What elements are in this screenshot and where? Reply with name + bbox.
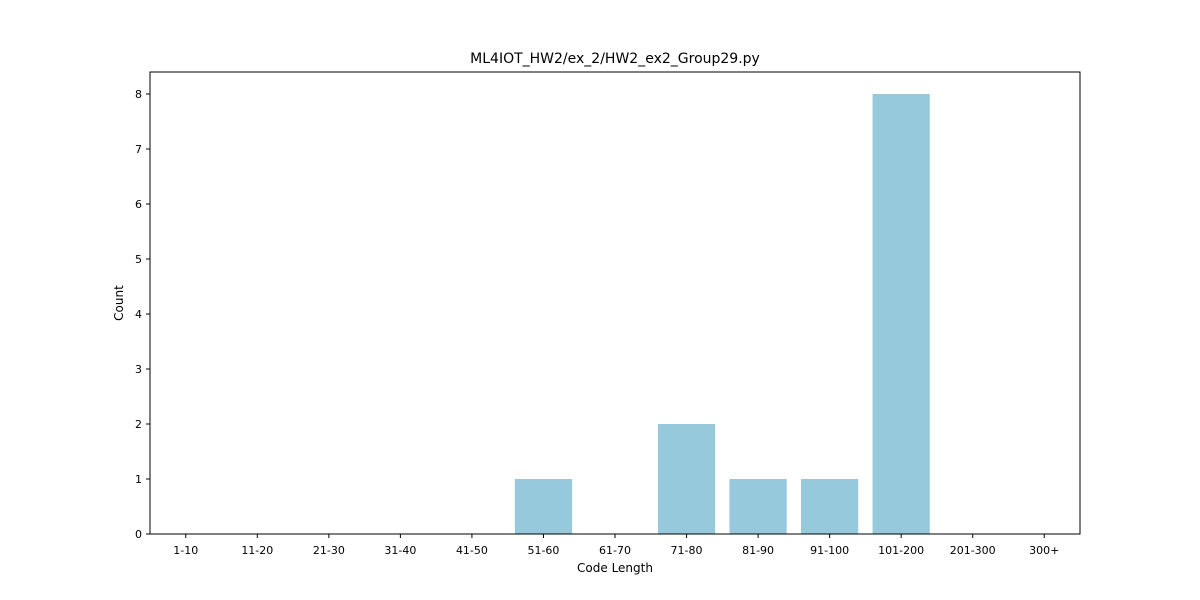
y-tick-label: 2: [135, 418, 142, 431]
bar-51-60: [514, 479, 573, 534]
x-tick-label: 1-10: [173, 544, 198, 557]
x-tick-label: 300+: [1029, 544, 1059, 557]
x-tick-label: 21-30: [313, 544, 345, 557]
y-tick-label: 0: [135, 528, 142, 541]
x-axis: 1-10 11-20 21-30 31-40 41-50 51-60 61-70 71-80 8…: [173, 534, 1059, 557]
x-tick-label: 61-70: [599, 544, 631, 557]
y-axis: 0 1 2 3 4 5 6 7 8: [135, 88, 150, 541]
y-tick-label: 6: [135, 198, 142, 211]
x-tick-label: 51-60: [527, 544, 559, 557]
y-tick-label: 4: [135, 308, 142, 321]
y-tick-label: 7: [135, 143, 142, 156]
bar-91-100: [801, 479, 859, 534]
bar-81-90: [729, 479, 787, 534]
y-tick-label: 8: [135, 88, 142, 101]
y-tick-label: 1: [135, 473, 142, 486]
y-tick-label: 5: [135, 253, 142, 266]
x-tick-label: 201-300: [950, 544, 996, 557]
x-tick-label: 91-100: [810, 544, 849, 557]
x-tick-label: 31-40: [384, 544, 416, 557]
bar-71-80: [657, 424, 716, 534]
plot-frame: [149, 71, 1081, 535]
x-tick-label: 81-90: [742, 544, 774, 557]
x-tick-label: 101-200: [878, 544, 924, 557]
y-tick-label: 3: [135, 363, 142, 376]
x-tick-label: 11-20: [241, 544, 273, 557]
y-axis-label: Count: [112, 285, 126, 321]
x-tick-label: 41-50: [456, 544, 488, 557]
bar-101-200: [872, 94, 930, 534]
x-tick-label: 71-80: [671, 544, 703, 557]
x-axis-label: Code Length: [577, 561, 653, 575]
bars-group: [514, 94, 930, 534]
chart-title: ML4IOT_HW2/ex_2/HW2_ex2_Group29.py: [470, 51, 760, 67]
